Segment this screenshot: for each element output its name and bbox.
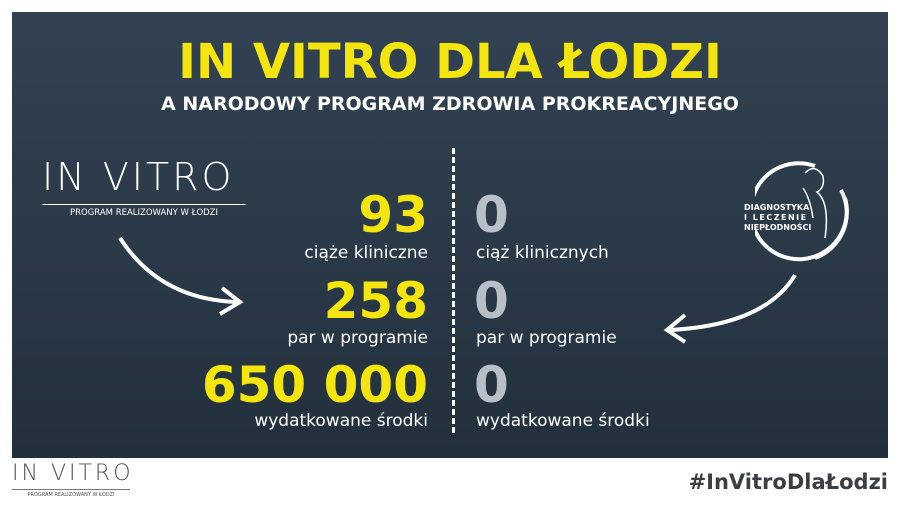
logo-line: I LECZENIE xyxy=(744,213,808,222)
footer-logo: IN VITRO PROGRAM REALIZOWANY W ŁODZI xyxy=(12,462,134,498)
stat-value: 650 000 xyxy=(201,356,428,414)
arrow-right-icon xyxy=(663,273,797,344)
stat-label: par w programie xyxy=(287,328,428,348)
footer-logo-tagline: PROGRAM REALIZOWANY W ŁODZI xyxy=(27,492,115,498)
logo-line: DIAGNOSTYKA xyxy=(744,203,810,212)
stat-value: 93 xyxy=(358,186,428,244)
subheadline: A NARODOWY PROGRAM ZDROWIA PROKREACYJNEG… xyxy=(161,93,739,115)
stat-value: 0 xyxy=(474,356,509,414)
stat-label: ciąże kliniczne xyxy=(304,243,428,263)
stat-label: ciąż klinicznych xyxy=(476,243,609,263)
stat-value: 0 xyxy=(474,272,509,330)
dashed-divider xyxy=(452,148,455,433)
arrow-left-icon xyxy=(118,236,244,316)
hashtag: #InVitroDlaŁodzi xyxy=(688,470,888,494)
logo-tagline: PROGRAM REALIZOWANY W ŁODZI xyxy=(69,208,219,218)
in-vitro-logo: IN VITRO PROGRAM REALIZOWANY W ŁODZI xyxy=(42,156,246,218)
infographic-panel xyxy=(12,12,888,458)
headline: IN VITRO DLA ŁODZI xyxy=(178,34,722,90)
stat-value: 258 xyxy=(323,272,428,330)
fertility-logo-icon xyxy=(755,161,849,262)
fertility-logo-text: DIAGNOSTYKA I LECZENIE NIEPŁODNOŚCI xyxy=(744,203,811,233)
stat-value: 0 xyxy=(474,186,509,244)
footer-logo-text: IN VITRO xyxy=(12,461,134,486)
stat-label: wydatkowane środki xyxy=(254,411,428,431)
logo-text: IN VITRO xyxy=(42,155,235,199)
stat-label: wydatkowane środki xyxy=(476,411,650,431)
stat-label: par w programie xyxy=(476,328,617,348)
logo-line: NIEPŁODNOŚCI xyxy=(744,223,812,232)
